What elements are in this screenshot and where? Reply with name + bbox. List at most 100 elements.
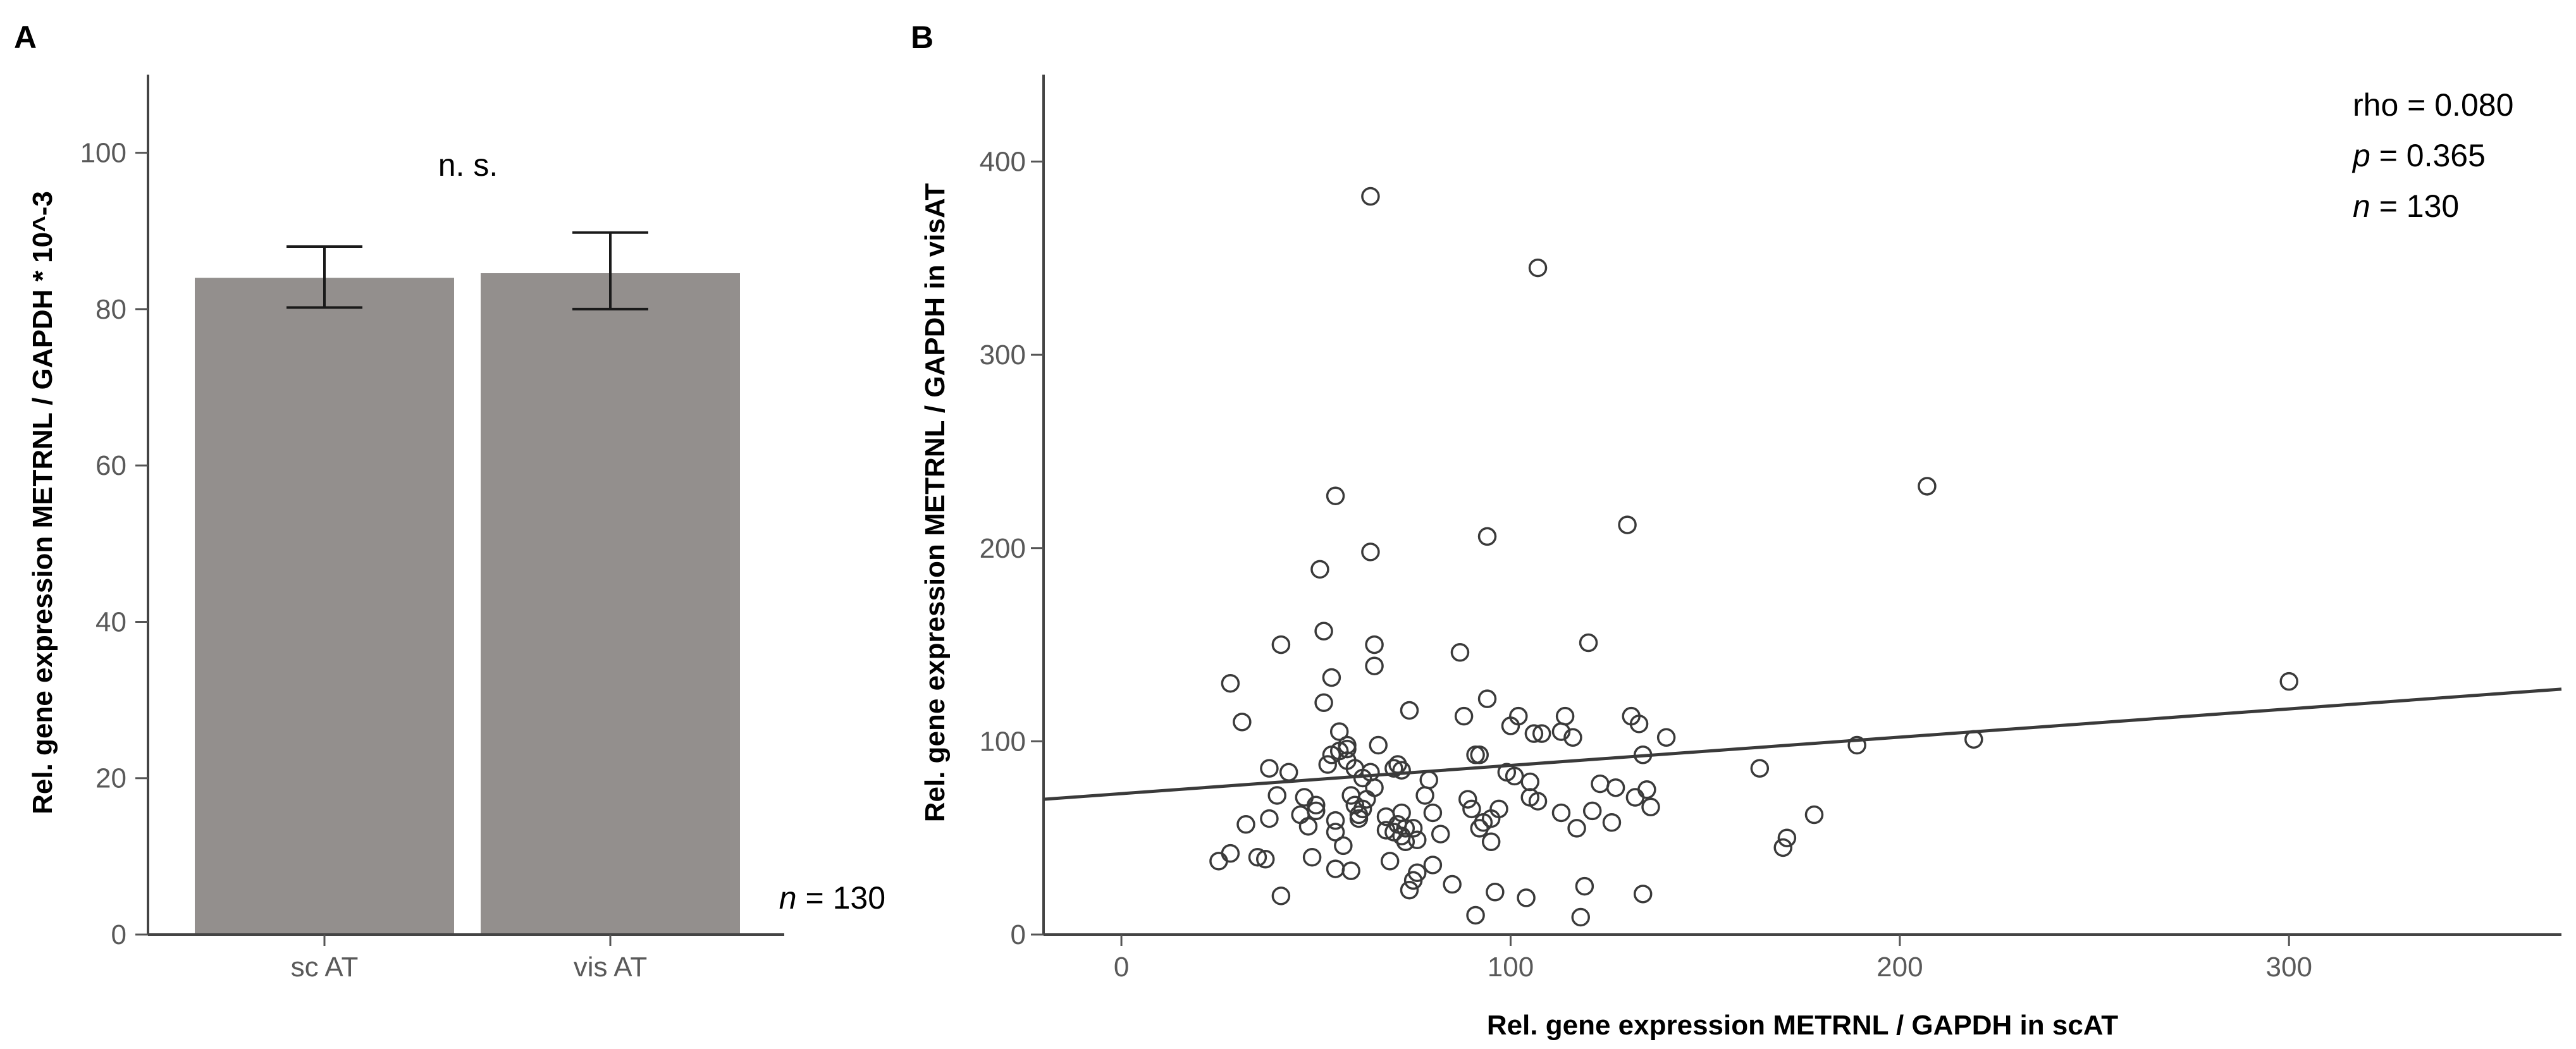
scatter-point — [1918, 477, 1937, 496]
scatter-point — [1804, 805, 1824, 825]
scatter-point — [1298, 817, 1318, 836]
y-tick-group-b: 0 100 200 300 400 — [980, 147, 1044, 950]
bar-sc-at — [195, 278, 454, 935]
scatter-point — [1489, 799, 1508, 819]
y-tick-label: 100 — [80, 138, 126, 169]
scatter-point — [1384, 759, 1403, 778]
scatter-point — [1517, 888, 1536, 907]
scatter-point — [1291, 805, 1310, 825]
scatter-point — [1524, 724, 1544, 743]
scatter-point — [1415, 786, 1434, 805]
scatter-point — [1408, 830, 1427, 849]
scatter-point — [1477, 527, 1497, 546]
x-tick-label-b: 100 — [1488, 952, 1534, 983]
scatter-point — [1625, 788, 1645, 807]
scatter-point — [1466, 905, 1485, 925]
scatter-point — [1369, 735, 1388, 755]
scatter-point — [1458, 790, 1477, 809]
scatter-point — [1326, 823, 1345, 842]
panel-label-b: B — [911, 20, 934, 55]
scatter-point — [1221, 843, 1240, 863]
scatter-point — [1591, 774, 1610, 794]
scatter-point — [1310, 560, 1329, 579]
scatter-point — [1466, 745, 1485, 764]
scatter-point — [1454, 706, 1474, 726]
error-bar-group — [287, 231, 648, 310]
y-tick-label-b: 100 — [980, 726, 1026, 757]
scatter-point — [1431, 825, 1450, 843]
y-tick-label: 40 — [96, 606, 126, 637]
scatter-point — [1248, 848, 1267, 867]
scatter-point — [1532, 724, 1551, 743]
scatter-point — [1443, 874, 1462, 894]
scatter-point — [1606, 778, 1625, 797]
scatter-point — [1528, 792, 1548, 811]
n-label-a-value: = 130 — [797, 880, 885, 916]
y-tick-label: 0 — [111, 919, 126, 950]
scatter-point — [1567, 819, 1586, 838]
scatter-point — [1551, 722, 1571, 741]
scatter-point — [1326, 859, 1345, 878]
scatter-point — [1388, 755, 1407, 774]
y-tick-label-b: 300 — [980, 340, 1026, 371]
scatter-point — [1419, 770, 1438, 790]
scatter-point — [1361, 187, 1380, 206]
scatter-point — [1365, 656, 1384, 675]
scatter-point — [1403, 819, 1423, 838]
scatter-point — [1267, 786, 1286, 805]
scatter-point — [1349, 805, 1369, 825]
scatter-point — [1964, 730, 1983, 749]
scatter-point — [1353, 799, 1372, 819]
y-tick-label: 60 — [96, 450, 126, 481]
scatter-point — [1365, 778, 1384, 797]
scatter-point — [1295, 788, 1314, 807]
scatter-point — [1481, 832, 1501, 852]
scatter-point — [1322, 668, 1341, 687]
scatter-point — [1209, 852, 1228, 871]
scatter-point — [1400, 880, 1419, 900]
scatter-point — [1450, 643, 1470, 662]
stat-value: = 0.365 — [2370, 138, 2486, 173]
scatter-point — [1641, 797, 1660, 817]
x-tick-label: sc AT — [291, 952, 359, 983]
scatter-point — [1423, 803, 1443, 823]
scatter-point — [1271, 635, 1291, 654]
scatter-point — [1260, 809, 1279, 828]
scatter-point — [1633, 745, 1653, 764]
panel-b-scatter-plot: B 0 100 200 300 400 0 100 200 300 Rel. gene exp… — [911, 20, 2562, 1041]
scatter-point — [1221, 673, 1240, 693]
scatter-point — [1349, 809, 1369, 828]
scatter-point — [1618, 515, 1637, 534]
scatter-point — [1260, 759, 1279, 778]
scatter-point — [1365, 635, 1384, 654]
scatter-point — [1462, 799, 1481, 819]
scatter-point — [1338, 735, 1357, 755]
scatter-point — [1629, 715, 1649, 733]
scatter-point — [1470, 745, 1489, 764]
y-axis-title-a: Rel. gene expression METRNL / GAPDH * 10… — [27, 191, 58, 814]
stat-value: = 130 — [2370, 188, 2459, 224]
scatter-point — [1396, 832, 1415, 852]
stat-symbol: n — [2353, 188, 2370, 224]
stat-line-1: rho = 0.080 — [2353, 87, 2513, 123]
scatter-point — [1579, 633, 1598, 653]
bar-group — [195, 273, 740, 935]
x-tick-label-b: 200 — [1877, 952, 1923, 983]
panel-label-a: A — [14, 20, 37, 55]
scatter-point — [1637, 780, 1656, 799]
y-tick-label-b: 0 — [1011, 919, 1026, 950]
bar-vis-at — [481, 273, 740, 935]
scatter-point — [1318, 755, 1337, 774]
scatter-point — [1302, 848, 1322, 867]
significance-label: n. s. — [438, 147, 498, 183]
scatter-point — [1633, 885, 1653, 904]
scatter-point — [2279, 672, 2298, 691]
stat-line-3: n = 130 — [2353, 188, 2459, 224]
y-axis-title-b: Rel. gene expression METRNL / GAPDH in v… — [920, 183, 951, 823]
scatter-point — [1392, 761, 1411, 780]
y-tick-label: 20 — [96, 763, 126, 794]
scatter-point — [1520, 772, 1539, 792]
scatter-point — [1563, 728, 1582, 747]
scatter-point — [1408, 863, 1427, 882]
